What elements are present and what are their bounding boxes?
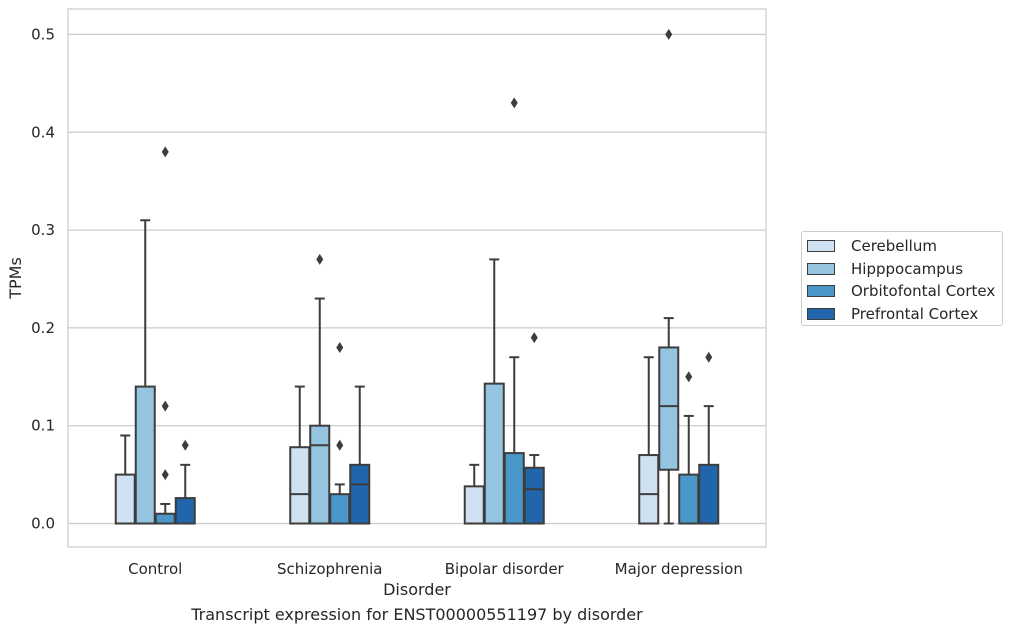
outlier-point (181, 439, 189, 451)
box-iqr (289, 446, 311, 525)
box-group (154, 146, 176, 525)
box-group (309, 253, 331, 525)
legend-swatch (807, 307, 835, 320)
legend-label: Cerebellum (851, 237, 937, 255)
outlier-point (336, 439, 344, 451)
outlier-point (161, 400, 169, 412)
y-tick-label: 0.0 (31, 515, 55, 533)
x-axis-label: Disorder (383, 580, 451, 599)
box-iqr (678, 473, 700, 525)
box-iqr (638, 454, 660, 525)
legend-item: Cerebellum (807, 236, 937, 256)
y-tick-label: 0.2 (31, 319, 55, 337)
legend-swatch (807, 262, 835, 275)
box-group (329, 341, 351, 525)
legend-swatch (807, 285, 835, 297)
box-group (349, 385, 371, 525)
outlier-point (685, 371, 693, 383)
x-tick-label: Control (128, 560, 182, 578)
box-group (678, 371, 700, 525)
box-iqr (503, 452, 525, 525)
boxes (114, 28, 720, 525)
legend-label: Orbitofontal Cortex (851, 282, 996, 300)
outlier-point (161, 469, 169, 481)
box-group (174, 439, 196, 525)
outlier-point (530, 332, 538, 344)
legend-label: Hipppocampus (851, 259, 964, 278)
outlier-point (161, 146, 169, 158)
box-iqr (658, 346, 680, 471)
box-iqr (174, 497, 196, 525)
x-tick-label: Schizophrenia (277, 560, 382, 578)
box-iqr (154, 512, 176, 525)
box-iqr (698, 463, 720, 525)
box-iqr (523, 466, 545, 525)
box-iqr (483, 382, 505, 525)
legend-item: Orbitofontal Cortex (807, 281, 995, 301)
x-tick-label: Major depression (615, 560, 743, 578)
legend-item: Prefrontal Cortex (807, 304, 978, 324)
box-group (114, 434, 136, 525)
box-group (483, 258, 505, 525)
y-tick-label: 0.3 (31, 221, 55, 239)
outlier-point (705, 351, 713, 363)
box-iqr (349, 463, 371, 525)
y-axis-label: TPMs (6, 257, 25, 300)
figure-caption: Transcript expression for ENST0000055119… (191, 605, 643, 624)
legend-label: Prefrontal Cortex (851, 304, 979, 323)
box-group (134, 219, 156, 525)
box-iqr (114, 473, 136, 525)
box-group (638, 356, 660, 525)
box-group (698, 351, 720, 525)
y-tick-label: 0.1 (31, 417, 55, 435)
box-iqr (309, 424, 331, 525)
legend-swatch (807, 240, 835, 252)
outlier-point (510, 97, 518, 109)
box-iqr (463, 485, 485, 525)
box-iqr (134, 385, 156, 525)
box-group (289, 385, 311, 525)
box-group (658, 28, 680, 525)
outlier-point (336, 341, 344, 353)
outlier-point (665, 28, 673, 40)
plot-frame (67, 8, 767, 548)
box-group (503, 97, 525, 525)
legend-item: Hipppocampus (807, 259, 963, 279)
legend: Cerebellum Hipppocampus Orbitofontal Corte… (801, 231, 1003, 326)
y-tick-labels: 0.0 0.1 0.2 0.3 0.4 0.5 (31, 25, 55, 532)
box-group (463, 463, 485, 525)
y-tick-label: 0.5 (31, 25, 55, 43)
outlier-point (316, 253, 324, 265)
x-tick-labels: Control Schizophrenia Bipolar disorder Majo… (128, 560, 743, 578)
x-tick-label: Bipolar disorder (445, 560, 565, 578)
y-tick-label: 0.4 (31, 123, 55, 141)
box-group (523, 332, 545, 525)
box-iqr (329, 493, 351, 525)
